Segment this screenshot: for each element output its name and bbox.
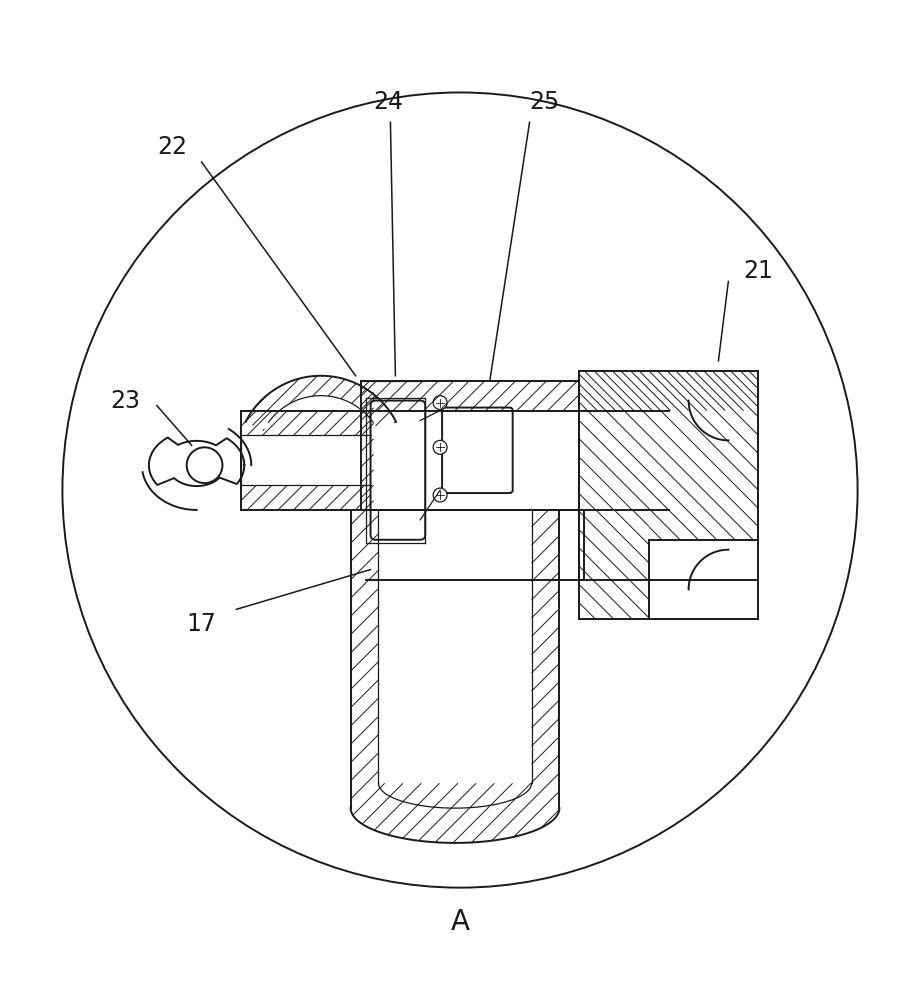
Circle shape xyxy=(433,488,447,502)
FancyBboxPatch shape xyxy=(370,401,425,540)
Text: 17: 17 xyxy=(187,612,216,636)
FancyBboxPatch shape xyxy=(442,408,512,493)
Text: 21: 21 xyxy=(743,259,772,283)
Text: 24: 24 xyxy=(373,90,403,114)
Text: 22: 22 xyxy=(156,135,187,159)
Text: 25: 25 xyxy=(528,90,559,114)
Circle shape xyxy=(433,396,447,410)
Text: 23: 23 xyxy=(110,389,140,413)
Text: A: A xyxy=(450,908,469,936)
Circle shape xyxy=(433,440,447,454)
